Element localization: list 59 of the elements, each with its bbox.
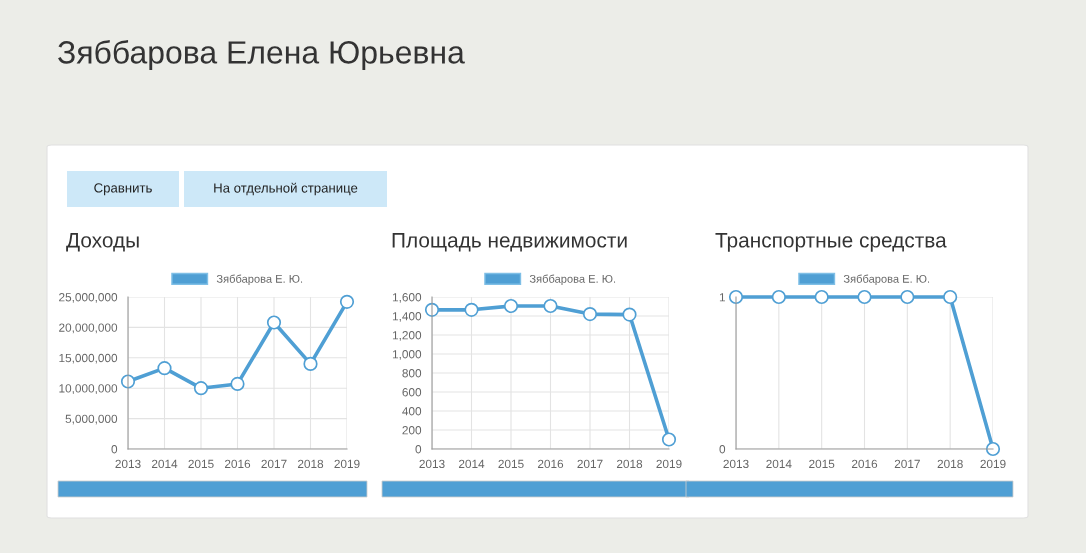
y-tick-label: 1,600 <box>392 293 422 303</box>
legend-label: Зяббарова Е. Ю. <box>216 274 303 285</box>
y-tick-label: 1,000 <box>392 350 422 360</box>
x-tick-label: 2018 <box>937 459 963 469</box>
x-tick-label: 2014 <box>766 459 792 469</box>
x-tick-label: 2016 <box>851 459 878 469</box>
x-tick-label: 2019 <box>334 459 360 469</box>
x-tick-label: 2016 <box>224 459 251 469</box>
x-tick-label: 2015 <box>188 459 214 469</box>
x-tick-label: 2014 <box>458 459 485 469</box>
y-tick-label: 15,000,000 <box>59 353 118 364</box>
y-tick-label: 1,400 <box>392 312 422 322</box>
point <box>622 307 637 322</box>
x-tick-label: 2016 <box>537 459 564 469</box>
point <box>543 298 558 314</box>
y-tick-label: 200 <box>402 426 422 435</box>
legend-label: Зяббарова Е. Ю. <box>529 274 616 285</box>
point <box>193 381 209 396</box>
point <box>582 307 598 322</box>
chart-title: Доходы <box>66 233 139 252</box>
y-tick-label: 25,000,000 <box>59 293 118 303</box>
y-tick-label: 0 <box>111 445 118 454</box>
y-tick-label: 0 <box>415 445 422 454</box>
y-tick-label: 0 <box>719 445 726 454</box>
x-tick-label: 2014 <box>151 459 178 469</box>
y-tick-label: 1 <box>719 293 726 302</box>
x-tick-label: 2013 <box>419 459 445 469</box>
y-tick-label: 10,000,000 <box>59 384 118 394</box>
text: Зяббарова Елена Юрьевна <box>58 39 465 71</box>
legend-label: Зяббарова Е. Ю. <box>843 274 930 285</box>
y-tick-label: 1,200 <box>392 331 422 341</box>
x-tick-label: 2018 <box>297 459 324 469</box>
point <box>339 294 355 309</box>
x-tick-label: 2017 <box>261 459 287 469</box>
point <box>464 302 479 317</box>
chart-title: Транспортные средства <box>715 233 947 252</box>
point <box>230 376 245 392</box>
chart-title: Площадь недвижимости <box>392 233 627 252</box>
x-tick-label: 2013 <box>723 459 749 469</box>
y-tick-label: 600 <box>402 388 422 397</box>
y-tick-label: 5,000,000 <box>65 414 118 425</box>
x-tick-label: 2019 <box>980 459 1006 469</box>
x-tick-label: 2013 <box>115 459 141 469</box>
y-tick-label: 20,000,000 <box>59 323 118 334</box>
point <box>503 298 519 314</box>
x-tick-label: 2019 <box>656 459 682 469</box>
x-tick-label: 2015 <box>498 459 524 469</box>
point <box>661 432 677 447</box>
point <box>303 356 318 371</box>
text: Сравнить <box>94 183 152 196</box>
x-tick-label: 2015 <box>809 459 835 469</box>
x-tick-label: 2018 <box>616 459 643 469</box>
y-tick-label: 400 <box>402 407 422 416</box>
x-tick-label: 2017 <box>894 459 920 469</box>
point <box>157 361 172 376</box>
x-tick-label: 2017 <box>577 459 603 469</box>
point <box>266 315 282 330</box>
y-tick-label: 800 <box>402 369 422 378</box>
text: На отдельной странице <box>214 182 358 196</box>
